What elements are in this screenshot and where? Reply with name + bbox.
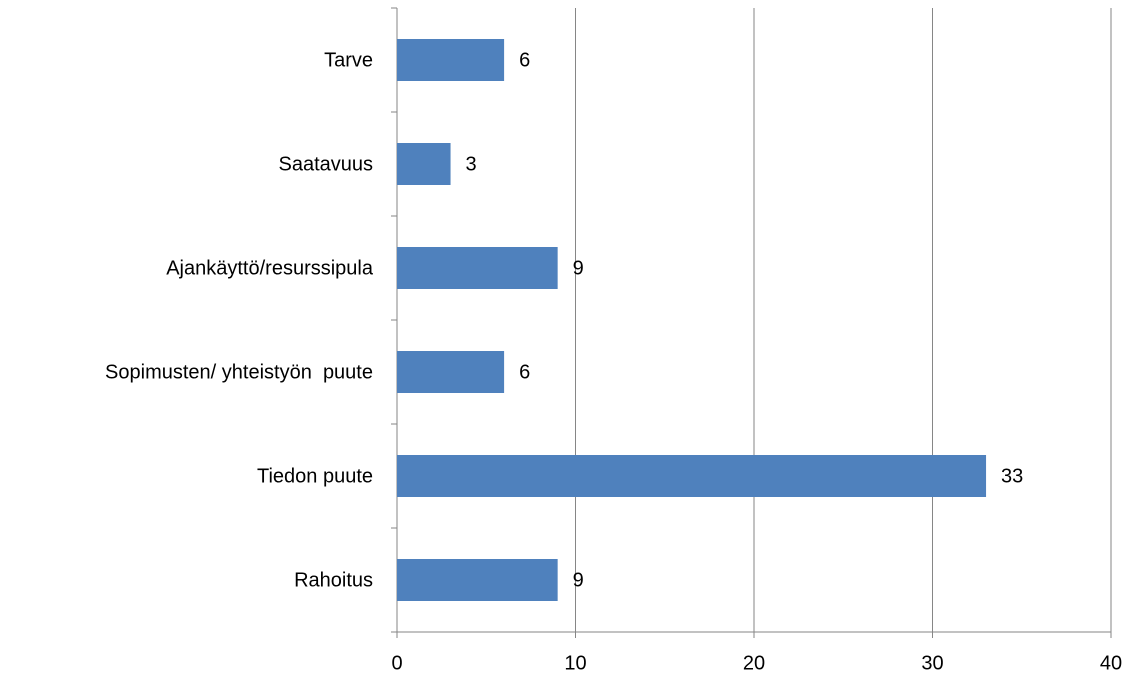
bar [397, 351, 505, 393]
value-label: 3 [466, 153, 477, 175]
y-tick-label: Tarve [324, 49, 373, 71]
bar [397, 143, 451, 185]
bar [397, 247, 558, 289]
x-tick-label: 40 [1100, 652, 1122, 674]
y-tick-label: Sopimusten/ yhteistyön puute [105, 361, 373, 383]
y-tick-label: Tiedon puute [257, 465, 373, 487]
bar [397, 39, 505, 81]
value-label: 33 [1001, 465, 1023, 487]
x-tick-label: 10 [564, 652, 586, 674]
value-label: 9 [573, 569, 584, 591]
x-tick-label: 0 [391, 652, 402, 674]
bar [397, 455, 987, 497]
value-label: 9 [573, 257, 584, 279]
y-tick-label: Saatavuus [278, 153, 373, 175]
bar [397, 559, 558, 601]
x-tick-label: 30 [921, 652, 943, 674]
value-label: 6 [519, 361, 530, 383]
value-label: 6 [519, 49, 530, 71]
x-tick-label: 20 [743, 652, 765, 674]
y-tick-label: Ajankäyttö/resurssipula [166, 257, 374, 279]
y-tick-label: Rahoitus [294, 569, 373, 591]
